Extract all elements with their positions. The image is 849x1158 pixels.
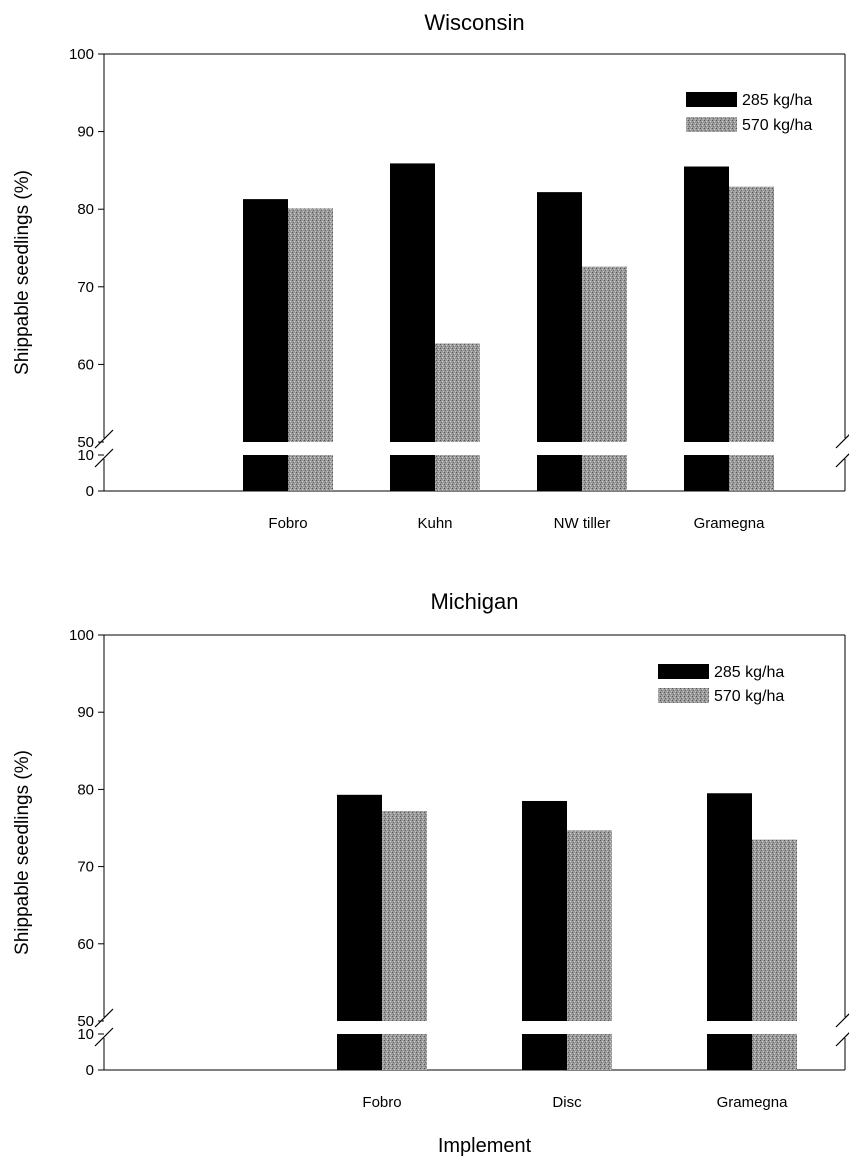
legend-swatch-570 xyxy=(686,117,737,132)
bar-base-285-fobro xyxy=(337,1034,382,1070)
y-tick-label: 60 xyxy=(77,936,94,953)
x-tick-label: Fobro xyxy=(268,515,307,532)
y-tick-label: 90 xyxy=(77,704,94,721)
x-tick-label: Disc xyxy=(552,1094,582,1111)
bar-base-285-gramegna xyxy=(707,1034,752,1070)
bar-base-570-nw-tiller xyxy=(582,455,627,491)
y-tick-label: 70 xyxy=(77,859,94,876)
y-tick-label: 100 xyxy=(69,46,94,63)
bar-570-gramegna xyxy=(729,186,774,442)
bar-base-285-gramegna xyxy=(684,455,729,491)
axis-break-mark-right xyxy=(835,434,849,449)
bar-base-285-nw-tiller xyxy=(537,455,582,491)
bar-285-kuhn xyxy=(390,163,435,442)
bar-285-nw-tiller xyxy=(537,192,582,442)
bar-base-570-kuhn xyxy=(435,455,480,491)
y-tick-label: 10 xyxy=(77,1026,94,1043)
bar-base-285-disc xyxy=(522,1034,567,1070)
x-axis-label: Implement xyxy=(438,1135,532,1157)
legend-swatch-285 xyxy=(686,92,737,107)
y-tick-label: 50 xyxy=(77,434,94,451)
chart-title: Wisconsin xyxy=(424,10,524,35)
bar-570-nw-tiller xyxy=(582,266,627,442)
bar-570-kuhn xyxy=(435,343,480,442)
axis-break-mark-left xyxy=(94,1027,114,1047)
bar-285-gramegna xyxy=(707,793,752,1021)
y-tick-label: 50 xyxy=(77,1013,94,1030)
axis-break-mark-right xyxy=(835,1013,849,1028)
x-tick-label: Gramegna xyxy=(694,515,766,532)
legend-swatch-570 xyxy=(658,688,709,703)
axis-break-mark-right xyxy=(835,453,849,468)
bar-base-570-fobro xyxy=(382,1034,427,1070)
bar-base-570-fobro xyxy=(288,455,333,491)
legend-label-570: 570 kg/ha xyxy=(714,688,784,705)
bar-570-disc xyxy=(567,830,612,1021)
y-tick-label: 10 xyxy=(77,447,94,464)
legend-label-285: 285 kg/ha xyxy=(742,92,812,109)
bar-base-570-gramegna xyxy=(752,1034,797,1070)
legend-label-570: 570 kg/ha xyxy=(742,117,812,134)
legend-swatch-285 xyxy=(658,664,709,679)
axis-break-mark-right xyxy=(835,1032,849,1047)
axis-break-mark-left xyxy=(94,1008,114,1028)
bar-570-gramegna xyxy=(752,839,797,1021)
x-tick-label: Kuhn xyxy=(417,515,452,532)
axis-break-mark-left xyxy=(94,448,114,468)
bar-285-fobro xyxy=(337,794,382,1021)
chart-title: Michigan xyxy=(430,589,518,614)
bar-570-fobro xyxy=(288,208,333,442)
y-tick-label: 80 xyxy=(77,201,94,218)
bar-285-gramegna xyxy=(684,166,729,442)
bar-base-570-gramegna xyxy=(729,455,774,491)
bar-base-285-kuhn xyxy=(390,455,435,491)
y-axis-label: Shippable seedlings (%) xyxy=(12,170,33,375)
y-tick-label: 60 xyxy=(77,356,94,373)
y-axis-label: Shippable seedlings (%) xyxy=(12,750,33,955)
x-tick-label: NW tiller xyxy=(554,515,611,532)
bar-570-fobro xyxy=(382,811,427,1021)
bar-base-570-disc xyxy=(567,1034,612,1070)
y-tick-label: 0 xyxy=(86,1062,94,1079)
x-tick-label: Gramegna xyxy=(717,1094,789,1111)
bar-285-disc xyxy=(522,800,567,1021)
y-tick-label: 80 xyxy=(77,781,94,798)
bar-285-fobro xyxy=(243,199,288,442)
y-tick-label: 0 xyxy=(86,483,94,500)
y-tick-label: 90 xyxy=(77,124,94,141)
x-tick-label: Fobro xyxy=(362,1094,401,1111)
axis-break-mark-left xyxy=(94,429,114,449)
y-tick-label: 100 xyxy=(69,627,94,644)
bar-base-285-fobro xyxy=(243,455,288,491)
y-tick-label: 70 xyxy=(77,279,94,296)
legend-label-285: 285 kg/ha xyxy=(714,664,784,681)
